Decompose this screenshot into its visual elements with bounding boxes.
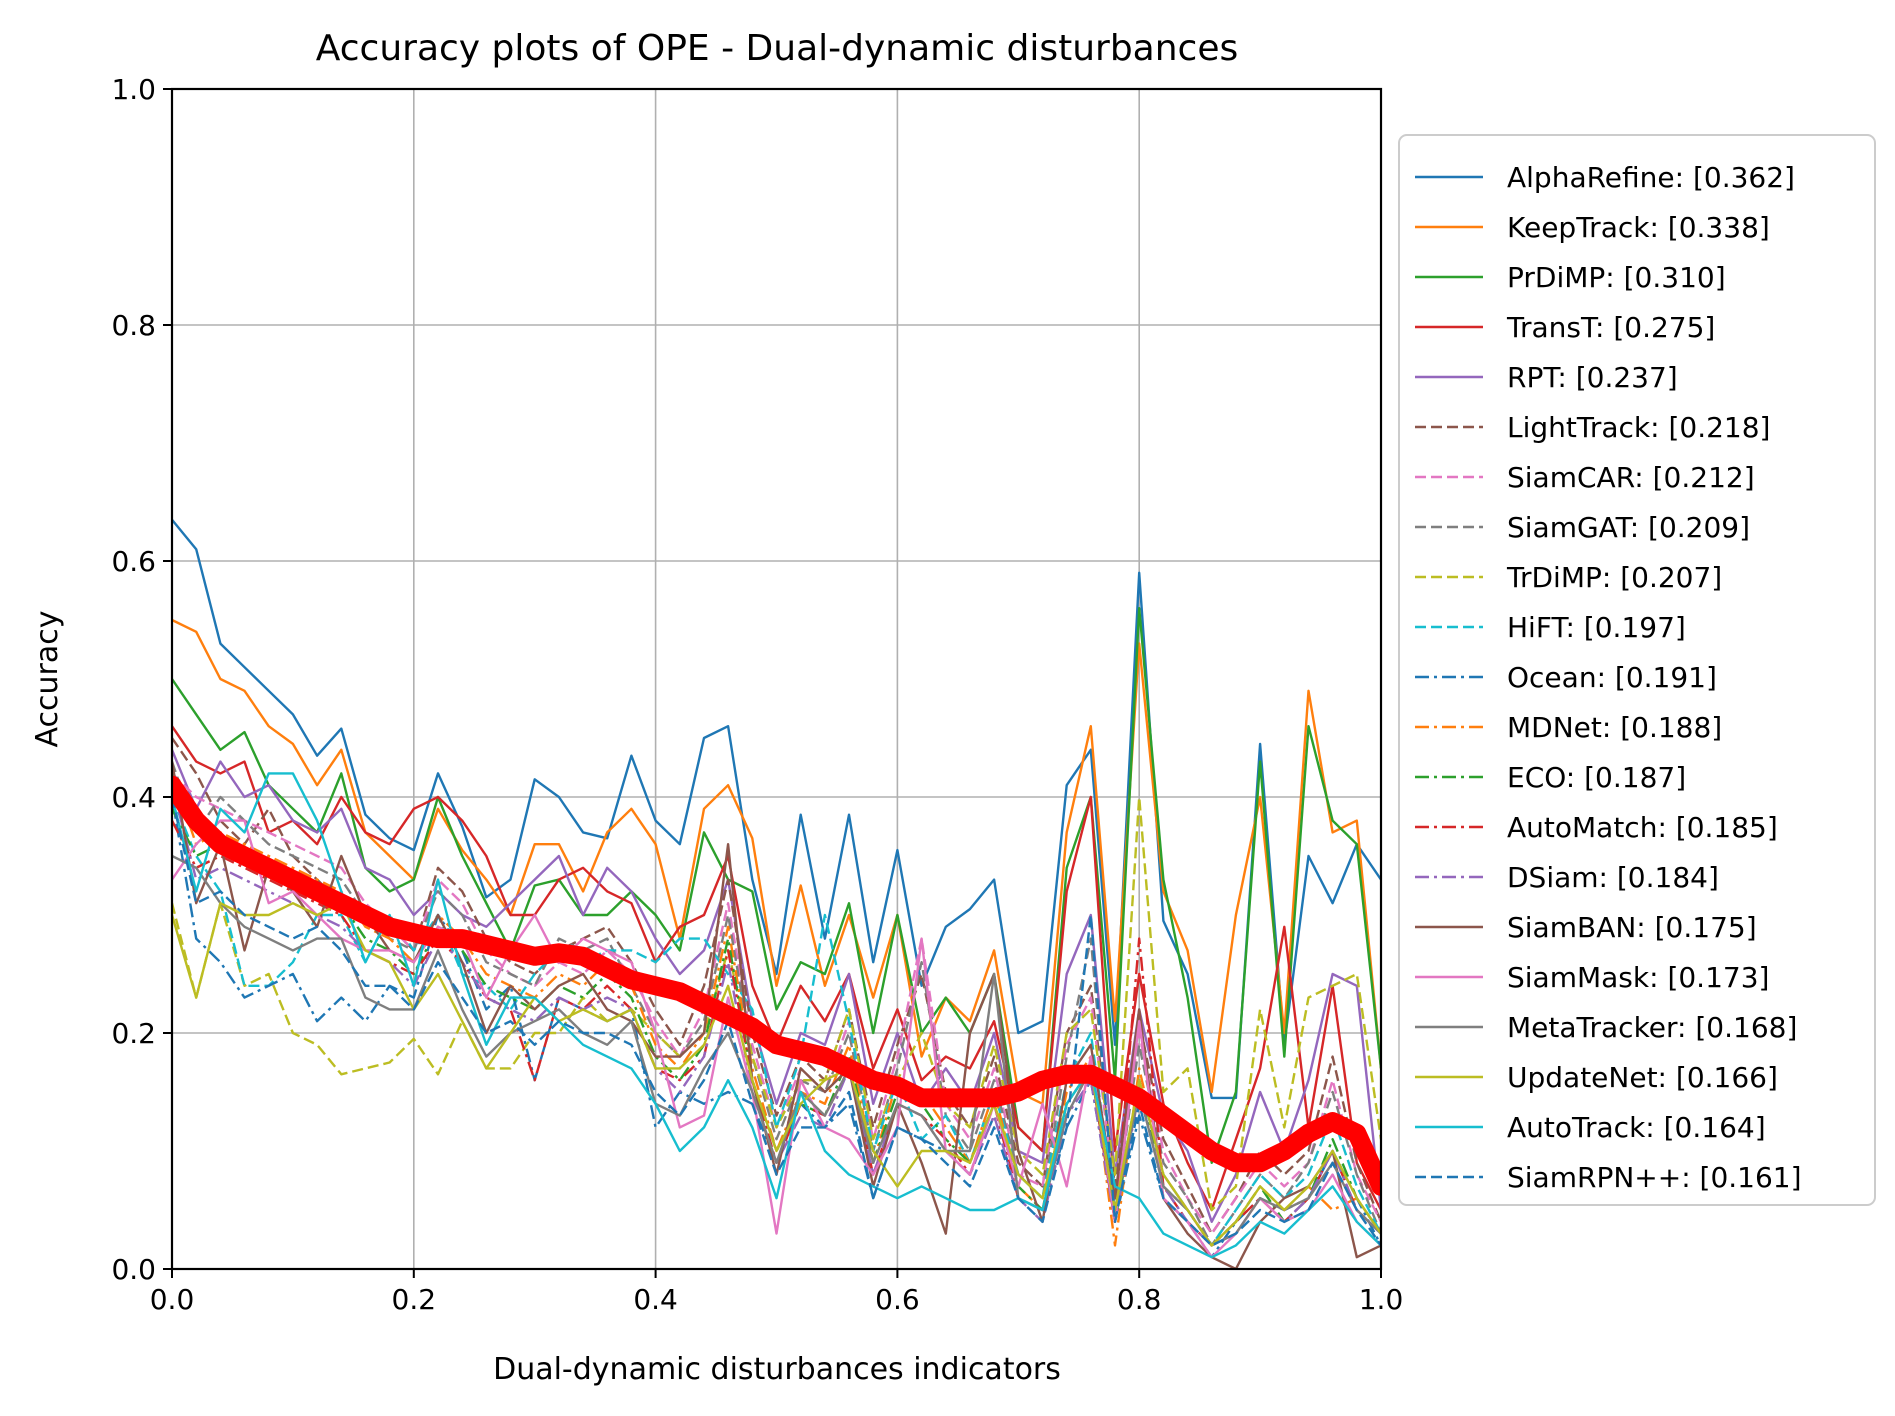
legend-label: AutoMatch: [0.185] xyxy=(1507,811,1778,844)
legend-label: TransT: [0.275] xyxy=(1506,311,1715,344)
x-tick-label: 0.8 xyxy=(1117,1283,1162,1316)
legend-label: SiamBAN: [0.175] xyxy=(1507,911,1757,944)
legend-label: TrDiMP: [0.207] xyxy=(1506,561,1722,594)
legend-label: KeepTrack: [0.338] xyxy=(1507,211,1770,244)
y-tick-label: 0.8 xyxy=(111,309,156,342)
legend: AlphaRefine: [0.362] KeepTrack: [0.338] Pr… xyxy=(1398,134,1876,1206)
legend-label: MDNet: [0.188] xyxy=(1507,711,1722,744)
series-line-19 xyxy=(172,772,1381,1259)
legend-label: AutoTrack: [0.164] xyxy=(1507,1111,1766,1144)
x-tick-label: 0.0 xyxy=(150,1283,195,1316)
x-tick-label: 0.6 xyxy=(875,1283,920,1316)
y-tick-label: 0.2 xyxy=(111,1017,156,1050)
series-line-20 xyxy=(172,796,1381,1247)
legend-label: ECO: [0.187] xyxy=(1507,761,1686,794)
axis-ticks: 0.0 0.2 0.4 0.6 0.8 1.0 0.0 0.2 0.4 0.6 0.8 1.0 xyxy=(111,73,1403,1316)
legend-label: DSiam: [0.184] xyxy=(1507,861,1719,894)
legend-box xyxy=(1398,134,1876,1206)
series-lines xyxy=(172,518,1381,1269)
x-tick-label: 0.4 xyxy=(633,1283,678,1316)
y-tick-label: 0.6 xyxy=(111,545,156,578)
series-line-1 xyxy=(172,618,1381,1106)
legend-label: UpdateNet: [0.166] xyxy=(1507,1061,1778,1094)
series-line-2 xyxy=(172,607,1381,1165)
legend-label: AlphaRefine: [0.362] xyxy=(1507,161,1795,194)
series-line-8 xyxy=(172,795,1381,1212)
x-tick-label: 0.2 xyxy=(392,1283,437,1316)
legend-label: RPT: [0.237] xyxy=(1507,361,1678,394)
legend-label: SiamCAR: [0.212] xyxy=(1507,461,1755,494)
legend-label: SiamRPN++: [0.161] xyxy=(1507,1161,1802,1194)
x-tick-label: 1.0 xyxy=(1359,1283,1404,1316)
chart-title: Accuracy plots of OPE - Dual-dynamic dis… xyxy=(316,28,1239,69)
series-line-4 xyxy=(172,749,1381,1224)
legend-label: LightTrack: [0.218] xyxy=(1507,411,1770,444)
series-line-17 xyxy=(172,854,1381,1247)
legend-label: HiFT: [0.197] xyxy=(1507,611,1686,644)
trend-line xyxy=(172,775,1381,1196)
legend-label: MetaTracker: [0.168] xyxy=(1507,1011,1797,1044)
y-tick-label: 1.0 xyxy=(111,73,156,106)
legend-label: SiamGAT: [0.209] xyxy=(1507,511,1750,544)
y-axis-label: Accuracy xyxy=(30,611,65,748)
legend-label: SiamMask: [0.173] xyxy=(1507,961,1769,994)
y-tick-label: 0.0 xyxy=(111,1253,156,1286)
plot-frame xyxy=(170,87,1383,1271)
y-tick-label: 0.4 xyxy=(111,781,156,814)
series-line-18 xyxy=(172,902,1381,1247)
legend-label: Ocean: [0.191] xyxy=(1507,661,1717,694)
legend-label: PrDiMP: [0.310] xyxy=(1507,261,1726,294)
x-axis-label: Dual-dynamic disturbances indicators xyxy=(493,1352,1061,1387)
grid-lines xyxy=(171,88,1382,1270)
